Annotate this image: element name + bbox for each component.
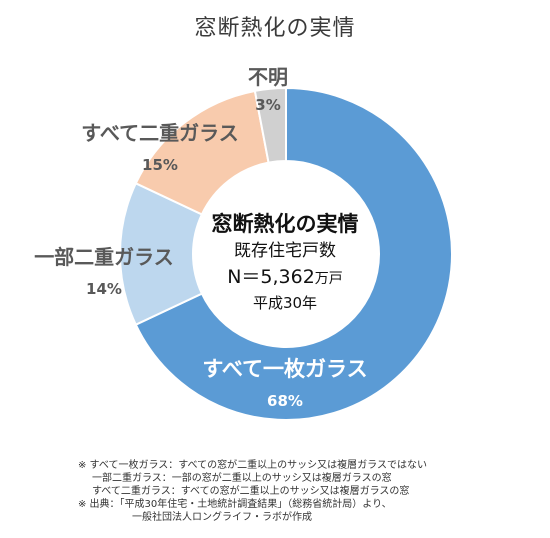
slice-percent-part-double: 14% (86, 280, 122, 298)
donut-center-text: 窓断熱化の実情 既存住宅戸数 N＝5,362万戸 平成30年 (170, 210, 400, 314)
donut-chart (119, 86, 453, 421)
center-n-value: N＝5,362 (227, 266, 315, 288)
center-sample-size: N＝5,362万戸 (170, 264, 400, 292)
slice-name-all-double: すべて二重ガラス (81, 121, 239, 145)
center-n-unit: 万戸 (314, 271, 343, 287)
slice-label-all-double: すべて二重ガラス 15% (80, 120, 240, 176)
chart-title: 窓断熱化の実情 (194, 16, 356, 41)
center-year: 平成30年 (252, 294, 318, 312)
slice-label-part-double: 一部二重ガラス 14% (14, 244, 194, 300)
slice-label-unknown: 不明 3% (238, 64, 298, 116)
slice-percent-all-double: 15% (142, 156, 178, 174)
footnote-line: すべて二重ガラス：すべての窓が二重以上のサッシ又は複層ガラスの窓 (92, 486, 410, 497)
slice-percent-all-single: 68% (267, 392, 303, 410)
footnotes: ※ すべて一枚ガラス：すべての窓が二重以上のサッシ又は複層ガラスではない 一部二… (78, 459, 538, 524)
slice-name-unknown: 不明 (248, 65, 288, 89)
slice-unknown (253, 86, 287, 164)
slice-name-all-single: すべて一枚ガラス (202, 357, 368, 381)
slice-label-all-single: すべて一枚ガラス 68% (185, 356, 385, 412)
footnote-line: 一般社団法人ロングライフ・ラボが作成 (132, 512, 312, 523)
center-subtitle: 既存住宅戸数 (234, 241, 336, 261)
slice-all-single (134, 86, 453, 421)
slice-name-part-double: 一部二重ガラス (34, 245, 174, 269)
footnote-line: ※ 出典：「平成30年住宅・土地統計調査結果」（総務省統計局）より、 (78, 499, 392, 510)
footnote-line: 一部二重ガラス：一部の窓が二重以上のサッシ又は複層ガラスの窓 (92, 473, 392, 484)
footnote-line: ※ すべて一枚ガラス：すべての窓が二重以上のサッシ又は複層ガラスではない (78, 460, 427, 471)
slice-percent-unknown: 3% (255, 96, 281, 114)
center-title: 窓断熱化の実情 (211, 212, 359, 236)
